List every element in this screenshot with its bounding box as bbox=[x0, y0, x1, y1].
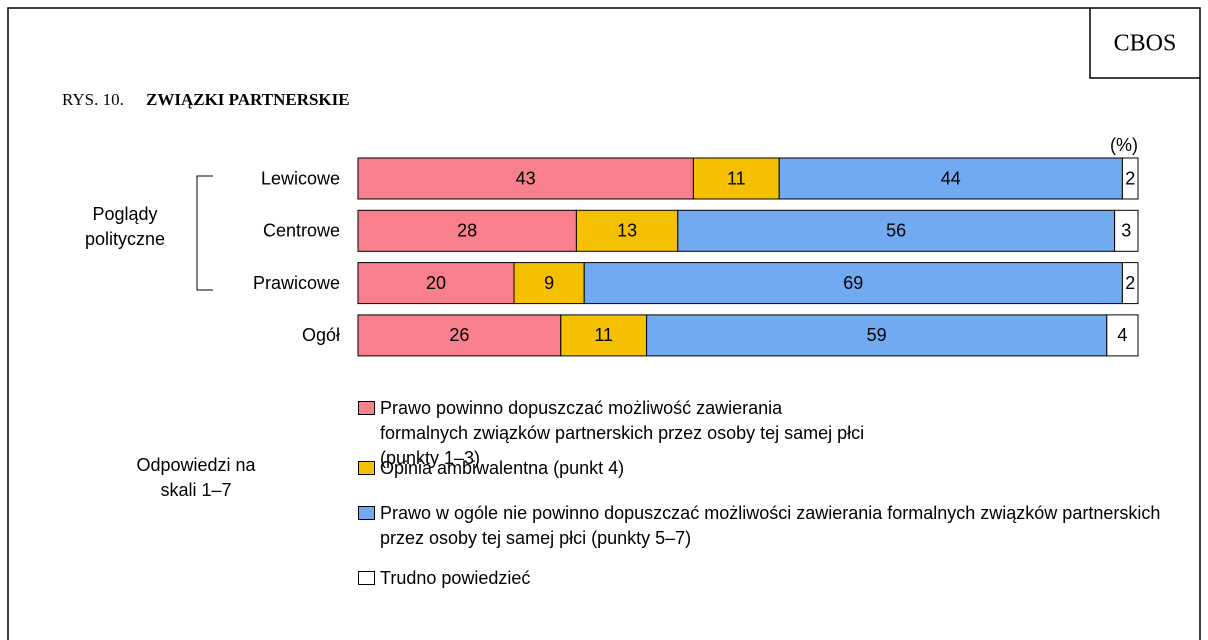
value-label: 2 bbox=[1125, 273, 1135, 293]
bar-segment bbox=[646, 314, 1108, 357]
value-label: 69 bbox=[843, 273, 863, 293]
legend-label: Prawo powinno dopuszczać możliwość zawie… bbox=[380, 398, 865, 468]
bar-segment bbox=[1106, 314, 1139, 357]
legend-swatch bbox=[358, 461, 375, 475]
legend-label: Prawo w ogóle nie powinno dopuszczać moż… bbox=[380, 503, 1161, 548]
value-label: 43 bbox=[516, 168, 536, 188]
legend-swatch bbox=[358, 401, 375, 415]
legend-label: Opinia ambiwalentna (punkt 4) bbox=[380, 458, 625, 478]
legend-swatch bbox=[358, 571, 375, 585]
value-label: 56 bbox=[886, 221, 906, 241]
brand-box bbox=[1089, 8, 1200, 79]
bar-segment bbox=[357, 157, 694, 200]
bar-segment bbox=[692, 157, 780, 200]
category-label: Centrowe bbox=[263, 221, 340, 241]
group-label: Poglądy polityczne bbox=[84, 204, 166, 249]
bar-segment bbox=[560, 314, 648, 357]
legend-swatch bbox=[358, 506, 375, 520]
value-label: 11 bbox=[594, 325, 613, 345]
chart-title: ZWIĄZKI PARTNERSKIE bbox=[146, 90, 350, 109]
value-label: 20 bbox=[426, 273, 446, 293]
value-label: 11 bbox=[727, 168, 746, 188]
category-label: Ogół bbox=[302, 325, 340, 345]
category-label: Lewicowe bbox=[261, 168, 340, 188]
figure-label: RYS. 10. bbox=[62, 90, 124, 109]
value-label: 26 bbox=[449, 325, 469, 345]
bar-segment bbox=[583, 262, 1123, 305]
bar-segment bbox=[1121, 157, 1139, 200]
group-bracket bbox=[196, 175, 213, 291]
category-label: Prawicowe bbox=[253, 273, 340, 293]
bar-segment bbox=[778, 157, 1123, 200]
bar-segment bbox=[357, 262, 515, 305]
value-label: 44 bbox=[941, 168, 961, 188]
bar-segment bbox=[1114, 209, 1139, 252]
value-label: 59 bbox=[867, 325, 887, 345]
legend-title: Odpowiedzi na skali 1–7 bbox=[136, 455, 256, 500]
value-label: 2 bbox=[1125, 168, 1135, 188]
value-label: 9 bbox=[544, 273, 554, 293]
unit-label: (%) bbox=[1110, 135, 1138, 155]
value-label: 3 bbox=[1121, 221, 1131, 241]
bar-segment bbox=[357, 209, 577, 252]
bar-segment bbox=[357, 314, 562, 357]
value-label: 13 bbox=[617, 221, 637, 241]
value-label: 28 bbox=[457, 221, 477, 241]
brand: CBOS bbox=[1114, 31, 1177, 57]
value-label: 4 bbox=[1117, 325, 1127, 345]
frame bbox=[7, 7, 1201, 640]
legend-label: Trudno powiedzieć bbox=[380, 568, 531, 588]
bar-segment bbox=[1121, 262, 1139, 305]
bar-segment bbox=[575, 209, 679, 252]
bar-segment bbox=[677, 209, 1116, 252]
